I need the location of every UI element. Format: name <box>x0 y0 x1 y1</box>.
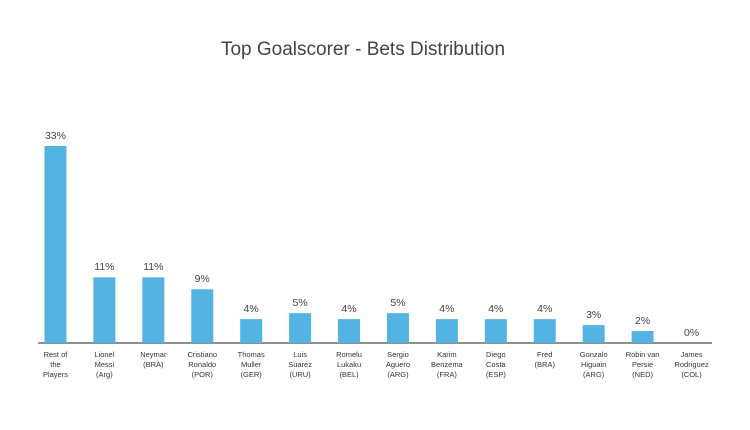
bar <box>435 319 458 343</box>
x-tick-label: (POR) <box>192 370 214 379</box>
value-label: 4% <box>488 303 503 315</box>
bar <box>93 277 116 343</box>
x-tick-label: Muller <box>241 360 262 369</box>
x-tick-label: Costa <box>486 360 506 369</box>
x-tick-label: the <box>50 360 60 369</box>
bar <box>533 319 556 343</box>
x-tick-label: Robin van <box>626 350 660 359</box>
x-tick-label: Cristiano <box>187 350 217 359</box>
value-label: 3% <box>586 309 601 321</box>
x-tick-label: Karim <box>437 350 457 359</box>
x-tick-label: (ARG) <box>583 370 605 379</box>
x-tick-label: Rodriguez <box>674 360 708 369</box>
x-tick-label: Lukaku <box>337 360 361 369</box>
x-tick-label: Fred <box>537 350 552 359</box>
x-tick-label: (BRA) <box>535 360 556 369</box>
x-tick-label: Lionel <box>94 350 114 359</box>
x-tick-label: (COL) <box>681 370 702 379</box>
x-tick-label: Ronaldo <box>188 360 216 369</box>
x-tick-label: (GER) <box>241 370 263 379</box>
x-tick-label: James <box>680 350 702 359</box>
x-tick-label: (FRA) <box>437 370 457 379</box>
value-label: 0% <box>684 327 699 339</box>
bar <box>582 325 605 343</box>
bar <box>142 277 165 343</box>
x-tick-label: (Arg) <box>96 370 113 379</box>
bar <box>484 319 507 343</box>
x-tick-label: Benzema <box>431 360 464 369</box>
x-tick-label: Rest of <box>44 350 69 359</box>
bar <box>191 289 214 343</box>
value-label: 33% <box>45 130 66 142</box>
x-tick-label: Messi <box>95 360 115 369</box>
bar <box>289 313 312 343</box>
bar <box>240 319 263 343</box>
value-label: 2% <box>635 315 650 327</box>
x-tick-label: (ESP) <box>486 370 507 379</box>
value-label: 4% <box>244 303 259 315</box>
value-label: 4% <box>341 303 356 315</box>
x-tick-label: (BEL) <box>339 370 359 379</box>
x-tick-label: Higuain <box>581 360 606 369</box>
x-tick-label: Sergio <box>387 350 409 359</box>
value-label: 9% <box>195 273 210 285</box>
x-tick-label: Gonzalo <box>580 350 608 359</box>
x-tick-label: (BRA) <box>143 360 164 369</box>
bar <box>338 319 361 343</box>
x-tick-label: (URU) <box>289 370 311 379</box>
x-tick-label: Persie <box>632 360 653 369</box>
value-label: 11% <box>94 261 114 273</box>
bar <box>386 313 409 343</box>
x-tick-label: Thomas <box>238 350 265 359</box>
x-tick-label: Suarez <box>288 360 312 369</box>
value-label: 5% <box>390 297 405 309</box>
x-tick-label: Diego <box>486 350 506 359</box>
value-label: 5% <box>293 297 308 309</box>
x-tick-label: Romelu <box>336 350 362 359</box>
bar <box>44 146 67 343</box>
x-tick-label: Players <box>43 370 68 379</box>
bar <box>631 331 654 343</box>
chart-title: Top Goalscorer - Bets Distribution <box>221 39 505 60</box>
x-tick-label: Neymar <box>140 350 167 359</box>
x-tick-label: Luis <box>293 350 307 359</box>
x-tick-label: Aguero <box>386 360 410 369</box>
value-label: 4% <box>537 303 552 315</box>
x-tick-label: (ARG) <box>387 370 409 379</box>
value-label: 11% <box>143 261 163 273</box>
value-label: 4% <box>439 303 454 315</box>
x-tick-label: (NED) <box>632 370 653 379</box>
